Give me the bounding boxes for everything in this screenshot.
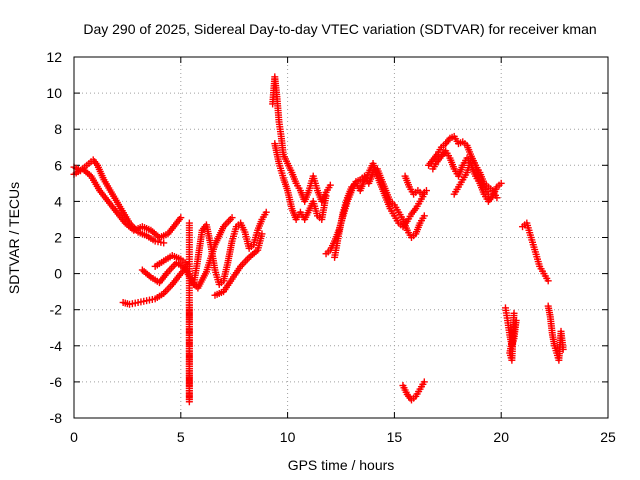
data-marks: [70, 73, 567, 406]
data-series-arc-3: [119, 262, 191, 308]
data-point-marker: [420, 212, 428, 220]
data-point-marker: [420, 378, 428, 386]
data-series-arc-5: [151, 252, 191, 270]
data-series-arc-6: [185, 219, 193, 406]
data-point-marker: [497, 179, 505, 187]
data-series-arc-17: [450, 154, 492, 198]
data-series-arc-18: [501, 304, 520, 364]
data-series-arc-13: [399, 378, 428, 404]
plot-frame: [73, 56, 609, 419]
x-tick-label: 0: [70, 429, 78, 445]
data-point-marker: [422, 187, 430, 195]
x-tick-label: 15: [387, 429, 403, 445]
data-series-arc-20: [544, 302, 567, 364]
data-series-arc-10: [271, 140, 330, 223]
data-point-marker: [510, 309, 518, 317]
data-point-marker: [228, 214, 236, 222]
data-point-marker: [322, 192, 330, 200]
data-point-marker: [544, 277, 552, 285]
y-axis-label: SDTVAR / TECUs: [6, 182, 22, 294]
x-axis-label: GPS time / hours: [288, 457, 395, 473]
y-tick-label: 4: [54, 193, 62, 209]
data-series-arc-8: [211, 230, 266, 299]
data-point-marker: [258, 230, 266, 238]
axis-ticks: 0 5 10 15 20 25 -8 -6 -4 -2 0 2 4 6 8 10 12: [46, 49, 616, 445]
data-series-arc-19: [519, 219, 552, 285]
y-tick-label: 10: [46, 85, 62, 101]
y-tick-label: -6: [50, 374, 63, 390]
x-tick-label: 20: [493, 429, 509, 445]
data-point-marker: [559, 345, 567, 353]
y-tick-label: 2: [54, 230, 62, 246]
data-point-marker: [326, 181, 334, 189]
x-tick-label: 25: [600, 429, 616, 445]
data-series-arc-16: [429, 147, 505, 205]
y-tick-label: -8: [50, 410, 63, 426]
y-tick-label: -4: [50, 338, 63, 354]
data-series-arc-14: [401, 172, 430, 198]
y-tick-label: 12: [46, 49, 62, 65]
data-point-marker: [160, 239, 168, 247]
data-point-marker: [185, 298, 193, 306]
chart-title: Day 290 of 2025, Sidereal Day-to-day VTE…: [83, 21, 596, 37]
y-tick-label: 6: [54, 157, 62, 173]
data-point-marker: [177, 214, 185, 222]
y-tick-label: 8: [54, 121, 62, 137]
data-point-marker: [484, 190, 492, 198]
grid-lines: [74, 57, 608, 418]
data-series-arc-9: [269, 73, 334, 205]
x-tick-label: 5: [177, 429, 185, 445]
data-series-arc-7: [190, 208, 270, 288]
data-point-marker: [262, 208, 270, 216]
y-tick-label: 0: [54, 266, 62, 282]
data-series-arc-2: [70, 165, 185, 241]
x-tick-label: 10: [280, 429, 296, 445]
y-tick-label: -2: [50, 302, 63, 318]
data-series-arc-12: [331, 159, 428, 261]
